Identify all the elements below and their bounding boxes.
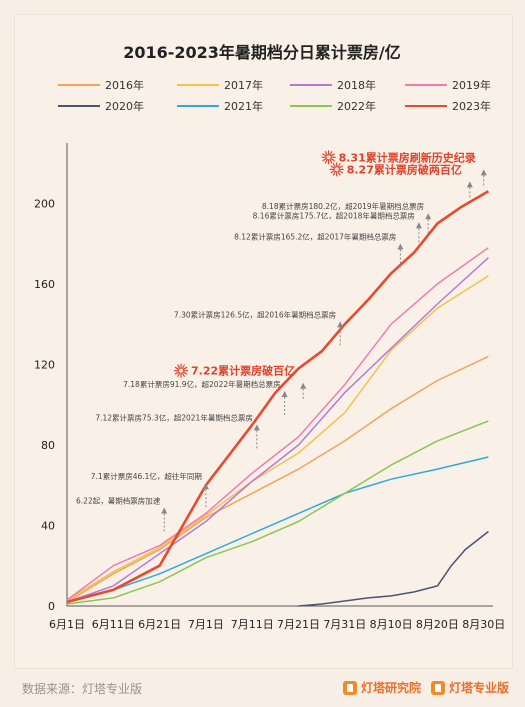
brand-pro: 灯塔专业版 [430,679,509,696]
annotation-label: 7.12累计票房75.3亿，超2021年暑期档总票房 [95,412,253,422]
x-tick-label: 7月11日 [231,618,274,631]
y-tick-label: 0 [48,600,55,613]
firework-icon [337,163,341,168]
brand-pro-label: 灯塔专业版 [448,681,509,695]
firework-icon [330,153,335,157]
data-source: 数据来源：灯塔专业版 [22,682,143,696]
annotation-label: 7.18累计票房91.9亿，超2022年暑期档总票房 [123,379,281,389]
firework-icon [329,150,333,156]
firework-icon [332,170,337,176]
lighthouse-icon [430,680,445,695]
y-tick-label: 40 [41,519,55,532]
legend-label-2019年: 2019年 [452,78,491,92]
series-line-2018年 [66,257,489,603]
x-tick-label: 6月11日 [92,618,135,631]
y-tick-label: 80 [41,439,55,452]
series-line-2021年 [66,456,489,603]
firework-icon [338,169,344,174]
brand-logos: 灯塔研究院 灯塔专业版 [342,679,509,696]
legend-label-2020年: 2020年 [105,99,144,113]
firework-icon [176,372,181,378]
brand-research: 灯塔研究院 [342,679,421,696]
annotation-label: 8.18累计票房180.2亿，超2019年暑期档总票房 [262,201,424,211]
chart-card [14,14,513,669]
annotation-highlight: 8.31累计票房刷新历史纪录 [339,150,476,164]
x-tick-label: 8月30日 [462,618,505,631]
chart-title: 2016-2023年暑期档分日累计票房/亿 [123,43,401,62]
firework-icon [181,372,186,378]
annotation-label: 6.22起，暑期档票房加速 [76,496,161,506]
y-tick-label: 160 [34,278,55,291]
firework-icon [322,153,328,157]
brand-research-label: 灯塔研究院 [360,681,421,695]
series-line-2019年 [66,247,489,601]
firework-icon [176,364,181,370]
annotation-label: 8.16累计票房175.7亿，超2018年暑期档总票房 [253,210,415,220]
annotation-arrow [337,321,344,328]
legend-label-2018年: 2018年 [337,78,376,92]
annotation-label: 8.12累计票房165.2亿，超2017年暑期档总票房 [234,231,396,241]
annotation-arrow [425,213,432,220]
legend-label-2022年: 2022年 [337,99,376,113]
firework-icon [338,165,344,169]
x-tick-label: 7月1日 [188,618,224,631]
x-tick-label: 8月20日 [416,618,459,631]
legend-label-2017年: 2017年 [224,78,263,92]
legend-label-2016年: 2016年 [105,78,144,92]
annotation-arrow [466,181,473,188]
firework-icon [329,158,333,164]
series-line-2016年 [66,355,489,603]
firework-icon [332,163,337,168]
series-line-2017年 [66,275,489,601]
firework-icon [182,371,188,375]
annotation-arrow [281,391,288,398]
annotation-arrow [253,424,260,431]
firework-icon [330,169,336,174]
firework-icon [330,157,335,162]
firework-icon [322,157,328,162]
firework-icon [324,150,329,156]
annotation-arrow [480,169,487,176]
firework-icon [174,366,180,371]
firework-icon [324,158,329,164]
annotation-arrow [202,483,209,490]
annotation-arrow [415,222,422,229]
series-line-2020年 [298,530,489,607]
legend-label-2021年: 2021年 [224,99,263,113]
series-line-2022年 [66,420,489,605]
firework-icon [330,165,336,169]
firework-icon [337,170,341,176]
annotation-label: 7.1累计票房46.1亿，超往年同期 [91,471,202,481]
firework-icon [181,364,186,370]
annotation-arrow [161,507,168,514]
annotation-highlight: 7.22累计票房破百亿 [191,364,295,378]
y-tick-label: 200 [34,197,55,210]
lighthouse-icon [342,680,357,695]
legend-label-2023年: 2023年 [452,99,491,113]
annotation-arrow [300,382,307,389]
x-tick-label: 6月1日 [49,618,85,631]
firework-icon [174,371,180,375]
x-tick-label: 7月31日 [323,618,366,631]
y-tick-label: 120 [34,358,55,371]
annotation-highlight: 8.27累计票房破两百亿 [347,162,462,176]
series-line-2023年 [66,190,490,604]
x-tick-label: 8月10日 [370,618,413,631]
annotation-arrow [397,243,404,250]
x-tick-label: 7月21日 [277,618,320,631]
x-tick-label: 6月21日 [138,618,181,631]
firework-icon [182,366,188,371]
annotation-label: 7.30累计票房126.5亿，超2016年暑期档总票房 [174,309,336,319]
